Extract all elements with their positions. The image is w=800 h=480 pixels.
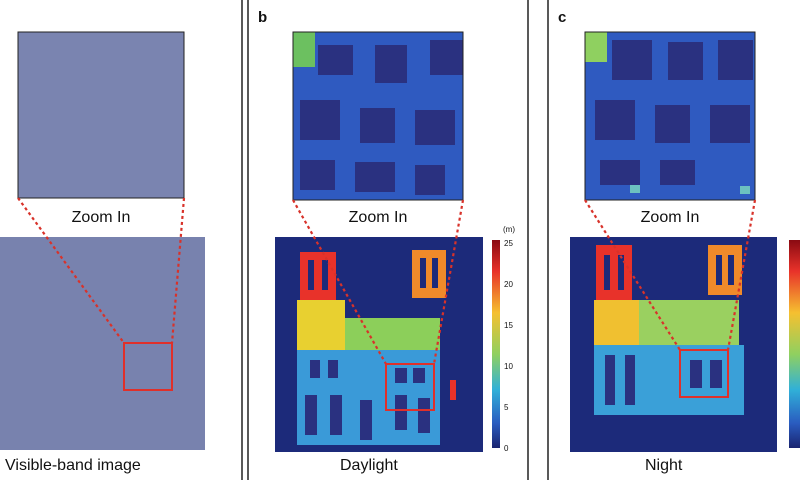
colorbar-unit: (m) (503, 225, 515, 234)
colorbar-tick: 5 (504, 403, 509, 412)
panel-c: c Zoom In Night (558, 9, 800, 474)
zoom-box (123, 342, 173, 391)
colorbar-tick: 0 (504, 444, 509, 453)
panel-label: b (258, 9, 267, 26)
zoom-label: Zoom In (641, 209, 700, 226)
zoom-lines (584, 199, 757, 351)
panel-frame (241, 0, 243, 480)
colorbar (492, 240, 500, 448)
zoom-box (679, 349, 729, 398)
depth-image (275, 237, 483, 452)
zoom-label: Zoom In (72, 209, 131, 226)
colorbar-tick: 10 (504, 362, 513, 371)
colorbar-tick: 15 (504, 321, 513, 330)
panel-b: b Zoom In (m) 0 5 10 15 20 25 Daylight (258, 9, 515, 474)
zoom-label: Zoom In (349, 209, 408, 226)
depth-image (570, 237, 777, 452)
panel-label: c (558, 9, 566, 26)
image (0, 237, 205, 450)
colorbar-tick: 20 (504, 280, 513, 289)
panel-a: Zoom In Visible-band image (0, 31, 205, 474)
zoom-box (385, 363, 435, 411)
colorbar-tick: 25 (504, 239, 513, 248)
panel-frame (547, 0, 549, 480)
zoom-image (17, 31, 185, 199)
panel-frame (247, 0, 529, 480)
zoom-lines (17, 197, 186, 344)
caption: Daylight (340, 457, 398, 474)
caption: Night (645, 457, 683, 474)
colorbar (789, 240, 800, 448)
zoom-image (292, 31, 464, 201)
zoom-image (584, 31, 756, 201)
zoom-lines (292, 199, 465, 365)
caption: Visible-band image (5, 457, 141, 474)
